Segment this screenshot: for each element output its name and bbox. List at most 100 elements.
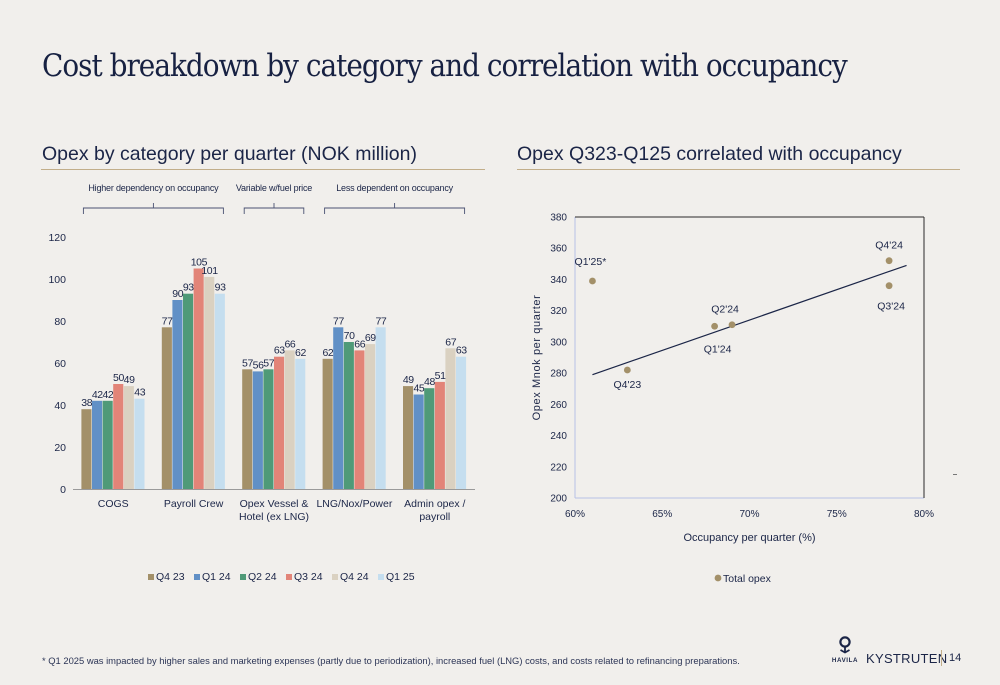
bar — [284, 350, 295, 489]
bar — [161, 327, 172, 489]
legend-swatch — [332, 574, 338, 580]
bar — [252, 371, 263, 489]
legend-label: Q2 24 — [248, 571, 277, 583]
x-category-label: Opex Vessel & — [240, 498, 309, 510]
bar — [204, 276, 215, 489]
x-category-label: Payroll Crew — [164, 498, 224, 510]
brand-separator — [941, 650, 942, 666]
legend-swatch — [378, 574, 384, 580]
bar — [456, 356, 467, 489]
y-tick-label: 80 — [54, 316, 66, 328]
y-tick-label: 340 — [550, 275, 567, 286]
annotation-bracket — [82, 203, 224, 214]
bar — [333, 327, 344, 489]
point-label: Q4'23 — [613, 379, 641, 391]
bar — [403, 386, 414, 489]
bar — [134, 398, 145, 489]
brand-name: KYSTRUTEN — [866, 651, 948, 666]
x-category-label: payroll — [419, 511, 450, 523]
data-label: 42 — [92, 389, 103, 401]
data-label: 105 — [191, 257, 208, 269]
havila-logo-text: HAVILA — [832, 657, 858, 664]
havila-logo: HAVILA — [828, 636, 864, 666]
bar — [343, 342, 354, 489]
legend-label: Q3 24 — [294, 571, 323, 583]
x-category-label: Hotel (ex LNG) — [239, 511, 309, 523]
x-tick-label: 70% — [739, 509, 759, 520]
bar — [113, 384, 124, 489]
point-label: Q4'24 — [875, 240, 903, 252]
y-tick-label: 320 — [550, 306, 567, 317]
legend-label: Q4 24 — [340, 571, 369, 583]
legend-swatch — [240, 574, 246, 580]
data-label: 77 — [333, 315, 344, 327]
data-label: 93 — [183, 282, 194, 294]
x-tick-label: 75% — [827, 509, 847, 520]
bar — [92, 400, 103, 489]
bar — [123, 386, 134, 489]
page-title: Cost breakdown by category and correlati… — [42, 48, 848, 84]
y-tick-label: 120 — [48, 232, 66, 244]
data-label: 93 — [215, 282, 226, 294]
bar — [214, 293, 225, 489]
x-category-label: LNG/Nox/Power — [316, 498, 392, 510]
stray-dash-mark — [953, 474, 957, 475]
annotation-label: Less dependent on occupancy — [336, 183, 453, 193]
bar — [183, 293, 194, 489]
scatter-point — [623, 366, 631, 374]
data-label: 49 — [124, 374, 135, 386]
y-tick-label: 200 — [550, 494, 567, 505]
x-tick-label: 80% — [914, 509, 934, 520]
bar — [434, 381, 445, 489]
y-tick-label: 220 — [550, 462, 567, 473]
bar — [375, 327, 386, 489]
annotation-bracket — [243, 203, 305, 214]
legend-swatch — [194, 574, 200, 580]
data-label: 66 — [354, 338, 365, 350]
x-tick-label: 65% — [652, 509, 672, 520]
data-label: 57 — [263, 357, 274, 369]
bar — [274, 356, 285, 489]
y-tick-label: 0 — [60, 484, 66, 496]
y-tick-label: 40 — [54, 400, 66, 412]
legend-label: Total opex — [723, 573, 772, 585]
bar — [445, 348, 456, 489]
bar — [193, 268, 204, 489]
y-tick-label: 60 — [54, 358, 66, 370]
x-axis-title: Occupancy per quarter (%) — [683, 532, 815, 544]
bar — [263, 369, 274, 489]
point-label: Q1'25* — [575, 256, 607, 268]
data-label: 42 — [102, 389, 113, 401]
scatter-point — [711, 322, 718, 330]
annotation-label: Higher dependency on occupancy — [88, 183, 219, 193]
y-tick-label: 300 — [550, 337, 567, 348]
y-tick-label: 360 — [550, 244, 567, 255]
bar — [322, 358, 333, 489]
y-tick-label: 240 — [550, 431, 567, 442]
data-label: 48 — [424, 376, 435, 388]
point-label: Q1'24 — [704, 343, 732, 355]
data-label: 51 — [435, 370, 446, 382]
left-section-rule — [41, 169, 485, 170]
data-label: 66 — [284, 338, 295, 350]
opex-by-category-bar-chart: 0 20 40 60 80 100 120 COGS Payroll Crew Opex Vess… — [48, 183, 475, 583]
right-section-title: Opex Q323-Q125 correlated with occupancy — [517, 143, 902, 165]
bar — [81, 409, 92, 489]
data-label: 67 — [445, 336, 456, 348]
data-label: 77 — [162, 315, 173, 327]
bar — [172, 300, 183, 489]
data-label: 57 — [242, 357, 253, 369]
data-label: 77 — [375, 315, 386, 327]
data-label: 90 — [172, 288, 183, 300]
legend-label: Q1 25 — [386, 571, 415, 583]
legend-label: Q4 23 — [156, 571, 185, 583]
trendline — [592, 264, 907, 376]
x-category-label: COGS — [98, 498, 129, 510]
legend-swatch — [714, 574, 722, 582]
point-label: Q2'24 — [711, 304, 739, 316]
data-label: 63 — [274, 345, 285, 357]
page-number: 14 — [949, 652, 962, 664]
x-tick-label: 60% — [565, 509, 585, 520]
y-tick-label: 100 — [48, 274, 66, 286]
y-axis-title: Opex Mnok per quarter — [531, 295, 543, 421]
